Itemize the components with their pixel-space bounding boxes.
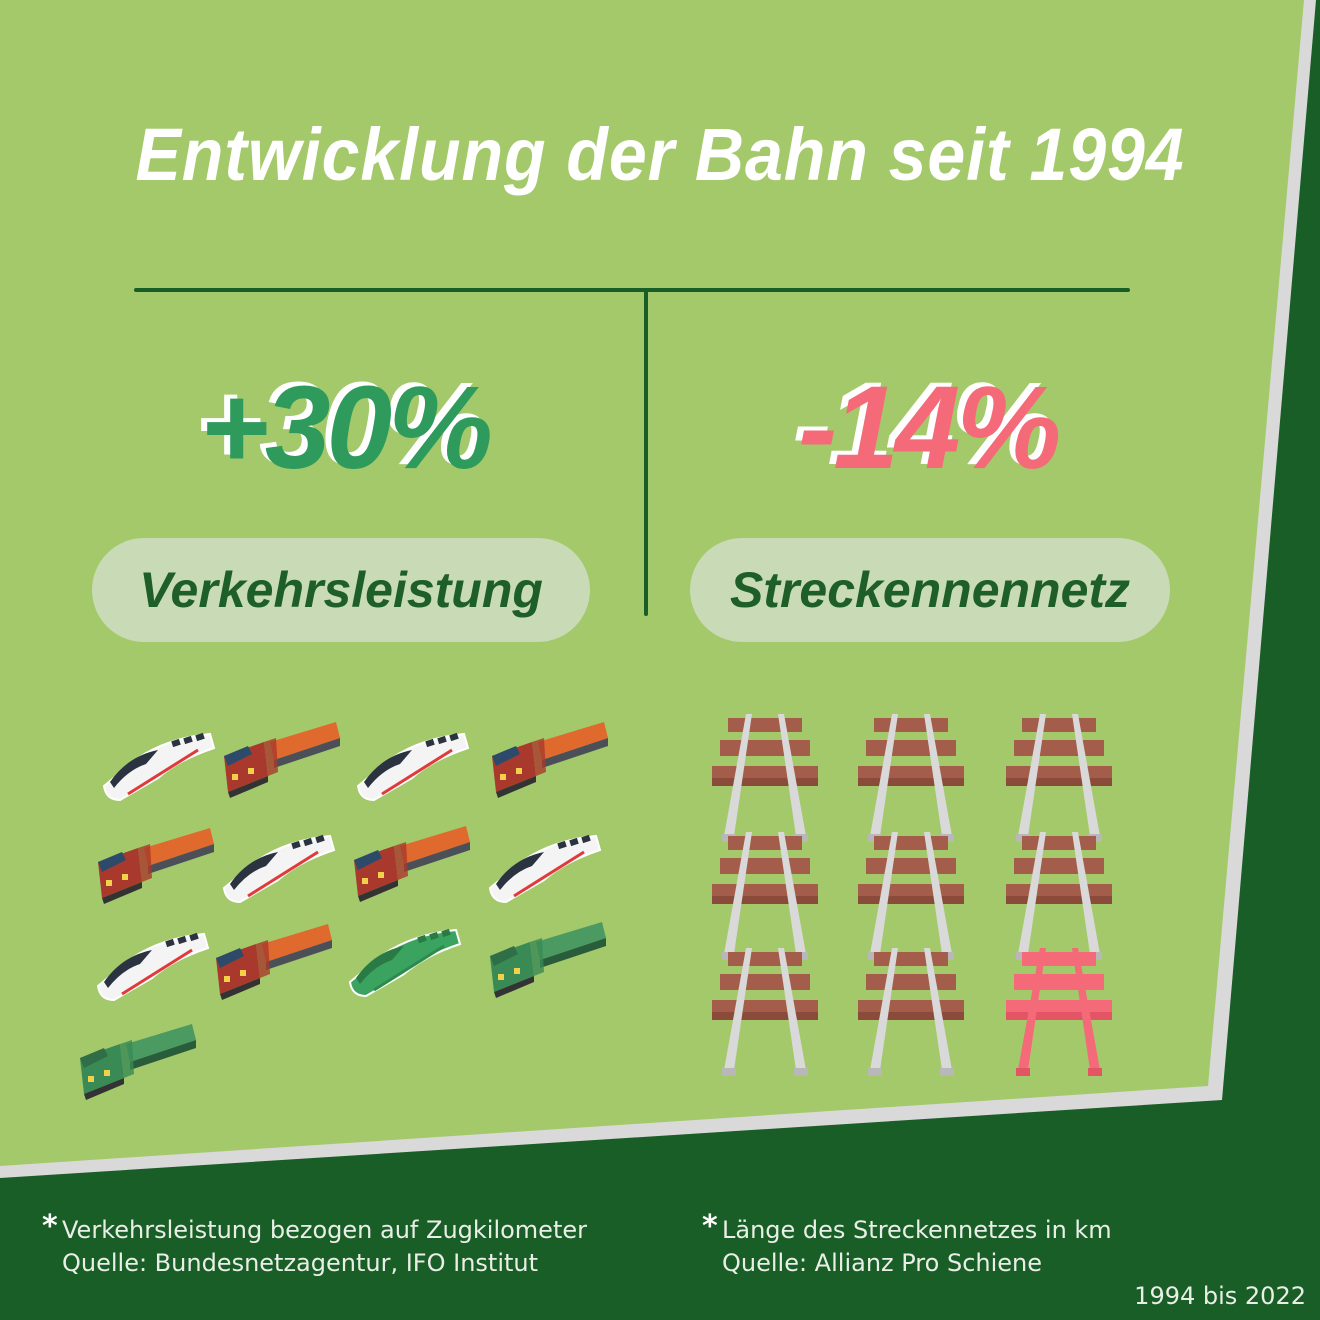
ice-train-icon (98, 716, 218, 811)
rail-track-icon (706, 948, 824, 1083)
ice-train-green-icon (344, 912, 464, 1007)
rail-track-icon (852, 714, 970, 849)
increase-value: +30% (200, 362, 493, 494)
footnote-source: Quelle: Bundesnetzagentur, IFO Institut (62, 1249, 539, 1277)
vertical-divider (644, 290, 648, 616)
rail-track-icon (1000, 832, 1118, 967)
freight-train-icon (210, 914, 335, 1009)
horizontal-divider (134, 288, 1130, 292)
footnote-line: Verkehrsleistung bezogen auf Zugkilomete… (62, 1216, 587, 1244)
rail-track-icon (1000, 714, 1118, 849)
rail-track-icon (852, 832, 970, 967)
freight-train-icon (218, 712, 343, 807)
ice-train-icon (484, 818, 604, 913)
label-pill-streckennetz: Streckennennetz (690, 538, 1170, 642)
rail-track-icon (706, 714, 824, 849)
ice-train-icon (218, 818, 338, 913)
freight-train-green-icon (74, 1014, 199, 1109)
label-pill-verkehrsleistung: Verkehrsleistung (92, 538, 590, 642)
footnote-left: * Verkehrsleistung bezogen auf Zugkilome… (42, 1210, 587, 1280)
ice-train-icon (352, 716, 472, 811)
period-label: 1994 bis 2022 (1134, 1282, 1306, 1310)
decrease-value: -14% (798, 362, 1061, 494)
pill-label: Verkehrsleistung (139, 562, 543, 618)
freight-train-icon (486, 712, 611, 807)
rail-track-pink-icon (1000, 948, 1118, 1083)
pill-label: Streckennennetz (729, 562, 1131, 618)
rail-track-icon (852, 948, 970, 1083)
freight-train-green-icon (484, 912, 609, 1007)
footnote-source: Quelle: Allianz Pro Schiene (722, 1249, 1043, 1277)
page-title: Entwicklung der Bahn seit 1994 (135, 113, 1185, 196)
rail-track-icon (706, 832, 824, 967)
freight-train-icon (348, 816, 473, 911)
ice-train-icon (92, 916, 212, 1011)
asterisk: * (42, 1209, 58, 1244)
asterisk: * (702, 1209, 718, 1244)
footnote-right: * Länge des Streckennetzes in km Quelle:… (702, 1210, 1112, 1280)
footnote-line: Länge des Streckennetzes in km (722, 1216, 1112, 1244)
freight-train-icon (92, 818, 217, 913)
